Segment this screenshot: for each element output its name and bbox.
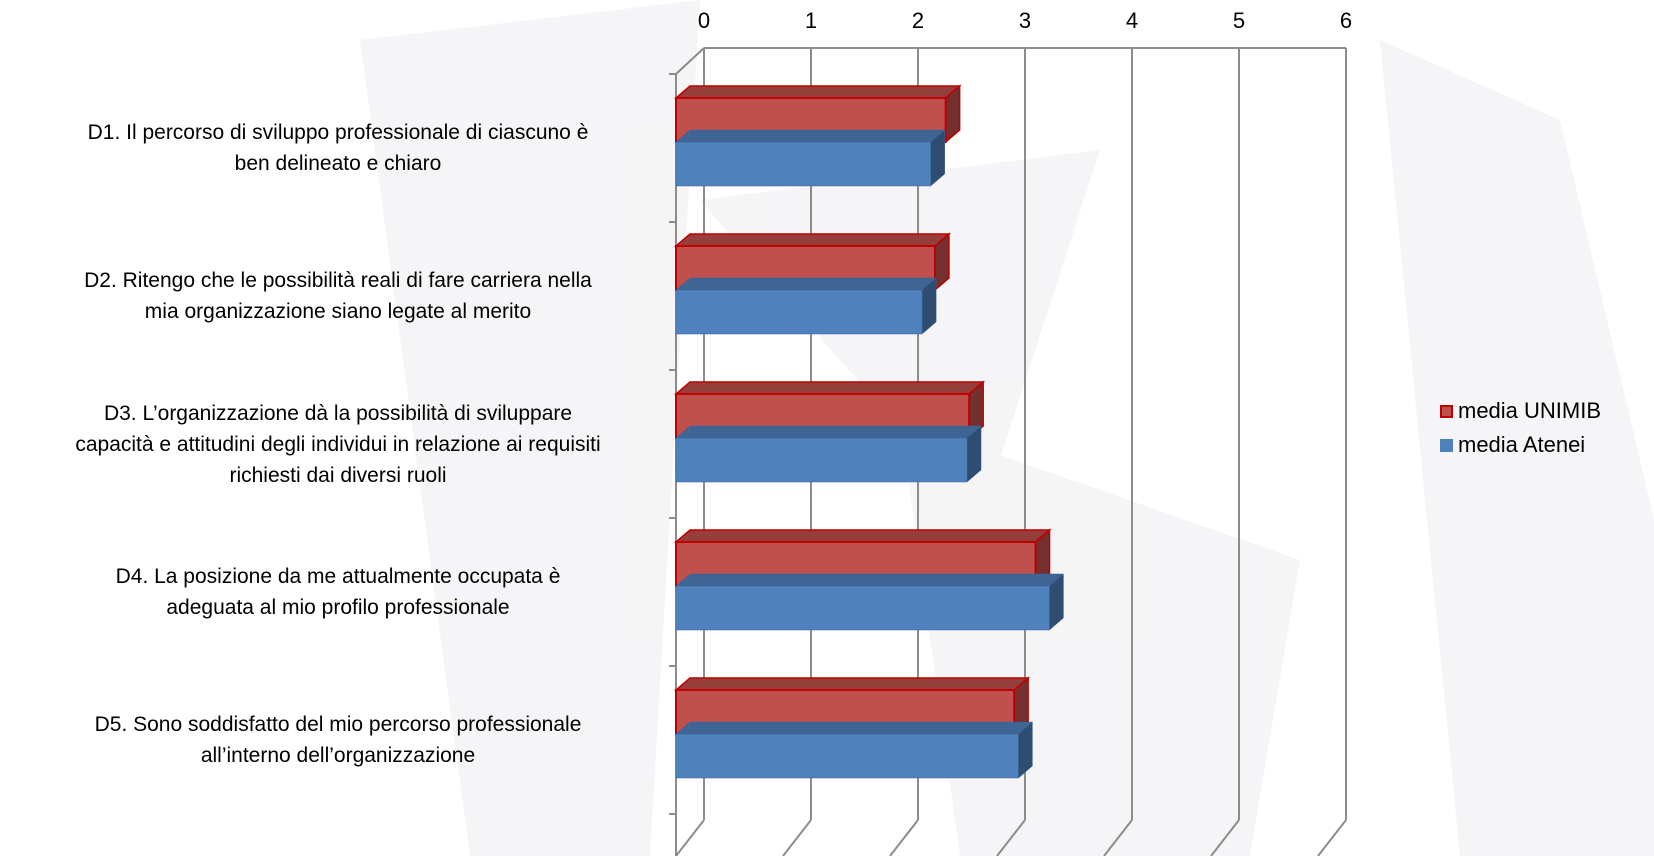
category-label-d5: D5. Sono soddisfatto del mio percorso pr… <box>0 709 676 771</box>
gridline-floor <box>996 819 1026 856</box>
bar-atenei-d3 <box>675 425 982 483</box>
category-label-line: capacità e attitudini degli individui in… <box>75 432 601 456</box>
category-label-d3: D3. L’organizzazione dà la possibilità d… <box>0 398 676 491</box>
gridline-floor <box>1317 819 1347 856</box>
category-label-line: mia organizzazione siano legate al merit… <box>144 300 532 323</box>
category-label-line: D1. Il percorso di sviluppo professional… <box>87 121 589 144</box>
category-label-line: D5. Sono soddisfatto del mio percorso pr… <box>94 713 582 736</box>
legend-label-unimib: media UNIMIB <box>1458 398 1602 423</box>
x-tick-label: 1 <box>805 8 817 33</box>
category-label-line: richiesti dai diversi ruoli <box>229 463 447 487</box>
legend-item-unimib: media UNIMIB <box>1440 394 1601 428</box>
x-tick-label: 0 <box>698 8 710 33</box>
category-label-line: all’interno dell’organizzazione <box>200 744 476 767</box>
category-label-d4: D4. La posizione da me attualmente occup… <box>0 561 676 623</box>
x-tick-label: 6 <box>1340 8 1352 33</box>
category-label-d1: D1. Il percorso di sviluppo professional… <box>0 117 676 179</box>
x-tick-label: 4 <box>1126 8 1138 33</box>
category-label-line: D4. La posizione da me attualmente occup… <box>115 565 561 588</box>
gridline-floor <box>782 819 812 856</box>
x-tick-label: 2 <box>912 8 924 33</box>
legend-swatch-atenei <box>1440 438 1453 452</box>
category-label-d2: D2. Ritengo che le possibilità reali di … <box>0 265 676 327</box>
gridline-floor <box>1103 819 1133 856</box>
legend-label-atenei: media Atenei <box>1458 432 1586 457</box>
bar-atenei-d1 <box>675 129 946 187</box>
legend-swatch-unimib <box>1440 404 1453 418</box>
x-axis-ticks: 0 1 2 3 4 5 6 <box>698 8 1352 33</box>
gridline-floor <box>675 819 705 856</box>
gridline-floor <box>1210 819 1240 856</box>
bar-atenei-d2 <box>675 277 937 335</box>
x-tick-label: 3 <box>1019 8 1031 33</box>
chart-legend: media UNIMIB media Atenei <box>1440 394 1601 462</box>
chart-bars <box>673 84 1065 779</box>
gridline-floor <box>889 819 919 856</box>
bar-atenei-d5 <box>675 721 1034 779</box>
bar-atenei-d4 <box>675 573 1065 631</box>
category-label-line: ben delineato e chiaro <box>234 152 442 175</box>
category-label-line: D3. L’organizzazione dà la possibilità d… <box>103 401 573 425</box>
category-label-line: adeguata al mio profilo professionale <box>166 596 510 619</box>
category-label-line: D2. Ritengo che le possibilità reali di … <box>84 269 592 292</box>
legend-item-atenei: media Atenei <box>1440 428 1601 462</box>
axis-top-diag <box>675 47 705 75</box>
x-tick-label: 5 <box>1233 8 1245 33</box>
